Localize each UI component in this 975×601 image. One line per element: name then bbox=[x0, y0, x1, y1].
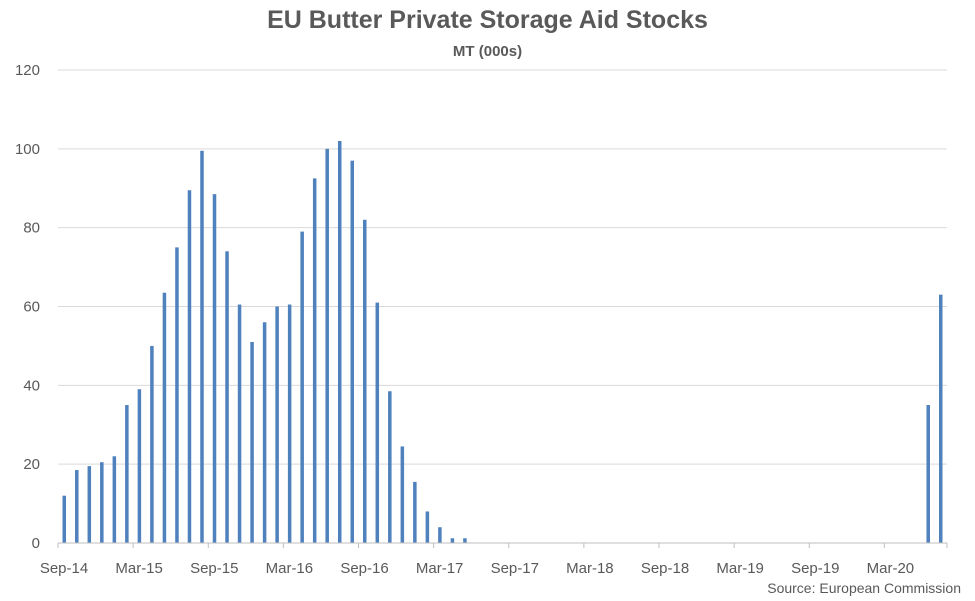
chart-subtitle: MT (000s) bbox=[452, 43, 523, 60]
bar bbox=[175, 247, 179, 544]
bar bbox=[400, 446, 405, 543]
bar bbox=[150, 345, 154, 543]
bar bbox=[463, 538, 467, 543]
bar bbox=[438, 527, 442, 543]
bar bbox=[300, 231, 304, 544]
x-tick-label: Sep-14 bbox=[40, 560, 88, 577]
x-tick-label: Mar-18 bbox=[566, 560, 614, 577]
chart-title: EU Butter Private Storage Aid Stocks bbox=[267, 6, 708, 34]
bar bbox=[112, 456, 117, 543]
bar bbox=[337, 140, 342, 543]
x-tick-label: Sep-17 bbox=[491, 560, 539, 577]
x-tick-label: Sep-16 bbox=[340, 560, 388, 577]
bar bbox=[100, 462, 104, 543]
y-tick-label: 120 bbox=[15, 62, 40, 79]
bar bbox=[312, 178, 317, 543]
bar bbox=[187, 190, 192, 543]
bar bbox=[350, 160, 354, 543]
x-tick-label: Mar-20 bbox=[867, 560, 915, 577]
x-tick-label: Mar-19 bbox=[716, 560, 764, 577]
bar bbox=[212, 194, 217, 543]
y-tick-label: 60 bbox=[23, 299, 40, 316]
bar bbox=[375, 302, 380, 543]
y-tick-label: 40 bbox=[23, 377, 40, 394]
bar bbox=[137, 389, 142, 543]
bar bbox=[62, 495, 67, 543]
gridlines bbox=[58, 69, 947, 465]
x-tick-label: Sep-19 bbox=[791, 560, 839, 577]
bar bbox=[325, 148, 329, 543]
y-tick-label: 0 bbox=[32, 535, 40, 552]
x-tick-label: Sep-18 bbox=[641, 560, 689, 577]
bar bbox=[225, 251, 229, 543]
bar bbox=[287, 304, 292, 543]
bar bbox=[450, 538, 455, 543]
bar bbox=[250, 341, 254, 543]
bar bbox=[125, 405, 129, 543]
bar bbox=[162, 292, 167, 543]
bar bbox=[388, 391, 392, 543]
bar bbox=[200, 150, 204, 544]
x-tick-label: Mar-15 bbox=[115, 560, 163, 577]
y-tick-label: 100 bbox=[15, 141, 40, 158]
y-tick-label: 80 bbox=[23, 220, 40, 237]
bar bbox=[275, 306, 279, 543]
axes: 0 20 40 60 80 100 120 Sep-14 Mar-15 Sep-15 Mar-16 S… bbox=[15, 62, 948, 577]
bar bbox=[425, 511, 430, 543]
bar bbox=[926, 405, 930, 543]
bar bbox=[938, 294, 943, 543]
x-tick-label: Mar-17 bbox=[416, 560, 464, 577]
x-tick-label: Mar-16 bbox=[266, 560, 314, 577]
bar bbox=[262, 322, 267, 543]
source-note: Source: European Commission bbox=[767, 580, 961, 596]
bar bbox=[413, 481, 417, 543]
bar bbox=[87, 466, 92, 543]
x-tick-label: Sep-15 bbox=[190, 560, 238, 577]
bar bbox=[363, 219, 367, 543]
bar bbox=[237, 304, 242, 543]
y-tick-label: 20 bbox=[23, 456, 40, 473]
bars bbox=[62, 140, 943, 544]
bar bbox=[75, 470, 79, 543]
